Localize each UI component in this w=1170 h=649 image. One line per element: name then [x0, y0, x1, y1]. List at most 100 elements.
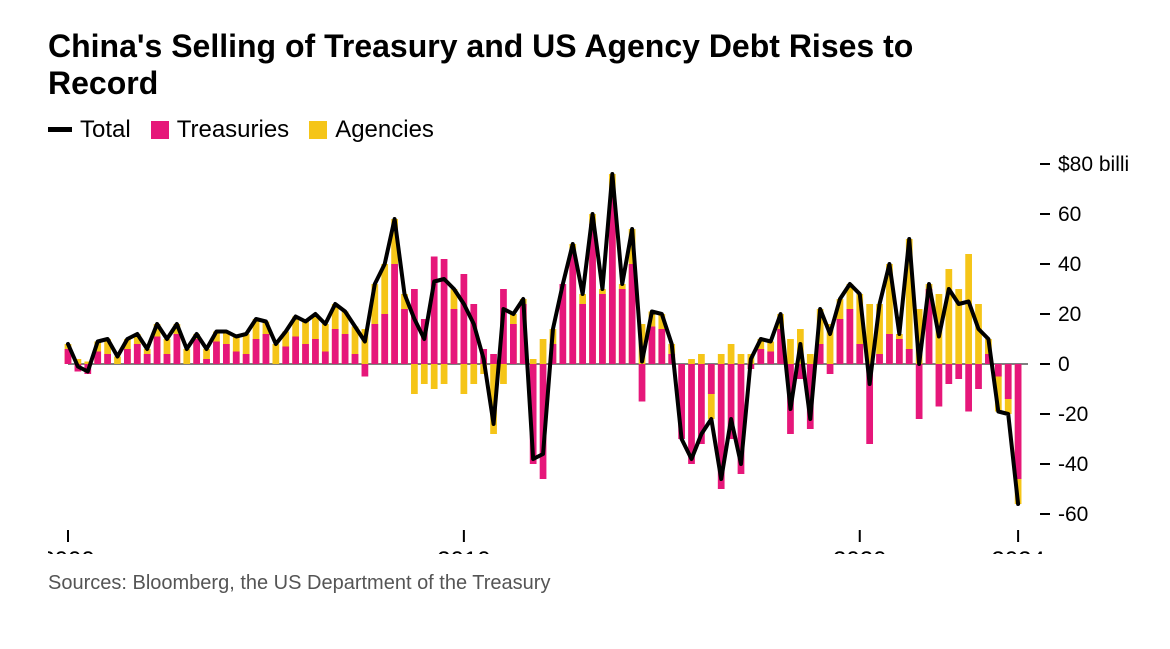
svg-text:60: 60: [1058, 203, 1081, 226]
legend-total-swatch: [48, 127, 72, 132]
svg-text:2000: 2000: [48, 547, 95, 554]
bar-treasuries: [302, 344, 309, 364]
bar-treasuries: [451, 309, 458, 364]
bar-agencies: [787, 339, 794, 364]
bar-agencies: [272, 344, 279, 364]
bar-treasuries: [896, 339, 903, 364]
bar-treasuries: [619, 289, 626, 364]
bar-treasuries: [579, 304, 586, 364]
bar-treasuries: [104, 354, 111, 364]
bar-agencies: [500, 364, 507, 384]
bar-treasuries: [124, 349, 131, 364]
svg-text:2024: 2024: [991, 547, 1044, 554]
bar-treasuries: [837, 319, 844, 364]
chart-legend: Total Treasuries Agencies: [48, 116, 1130, 144]
bar-treasuries: [243, 354, 250, 364]
bar-treasuries: [936, 364, 943, 407]
svg-text:40: 40: [1058, 253, 1081, 276]
svg-text:-20: -20: [1058, 403, 1088, 426]
bar-treasuries: [886, 334, 893, 364]
bar-treasuries: [916, 364, 923, 419]
bar-treasuries: [292, 336, 299, 364]
bar-treasuries: [856, 344, 863, 364]
bar-treasuries: [223, 344, 230, 364]
bar-agencies: [470, 364, 477, 384]
bar-agencies: [698, 354, 705, 364]
bar-treasuries: [658, 329, 665, 364]
bar-treasuries: [233, 351, 240, 364]
legend-agencies-label: Agencies: [335, 116, 434, 144]
bar-agencies: [540, 339, 547, 364]
bar-agencies: [441, 364, 448, 384]
svg-text:2020: 2020: [833, 547, 886, 554]
bar-treasuries: [906, 349, 913, 364]
bar-agencies: [807, 354, 814, 364]
svg-text:-40: -40: [1058, 453, 1088, 476]
chart-area: $80 billion 60 40 20 0 -20 -40 -60 2000 2010 2020 2…: [48, 154, 1130, 554]
bar-treasuries: [767, 351, 774, 364]
bar-agencies: [530, 359, 537, 364]
bar-treasuries: [876, 354, 883, 364]
bar-treasuries: [312, 339, 319, 364]
bar-treasuries: [1015, 364, 1022, 479]
bar-treasuries: [253, 339, 260, 364]
bar-treasuries: [846, 309, 853, 364]
bar-treasuries: [569, 254, 576, 364]
chart-svg: $80 billion 60 40 20 0 -20 -40 -60 2000 2010 2020 2…: [48, 154, 1128, 554]
bar-treasuries: [282, 346, 289, 364]
bar-agencies: [728, 344, 735, 364]
bar-treasuries: [757, 349, 764, 364]
bar-treasuries: [1005, 364, 1012, 399]
bar-treasuries: [203, 359, 210, 364]
bar-treasuries: [381, 314, 388, 364]
bar-treasuries: [213, 341, 220, 364]
svg-text:20: 20: [1058, 303, 1081, 326]
bar-treasuries: [352, 354, 359, 364]
bar-treasuries: [945, 364, 952, 384]
bar-treasuries: [342, 334, 349, 364]
legend-treasuries: Treasuries: [151, 116, 289, 144]
bar-treasuries: [391, 264, 398, 364]
bar-treasuries: [441, 259, 448, 364]
bar-treasuries: [174, 334, 181, 364]
svg-text:0: 0: [1058, 353, 1070, 376]
bar-treasuries: [371, 324, 378, 364]
bar-treasuries: [995, 364, 1002, 377]
bar-agencies: [431, 364, 438, 389]
legend-total: Total: [48, 116, 131, 144]
bar-treasuries: [461, 274, 468, 364]
svg-text:-60: -60: [1058, 503, 1088, 526]
legend-agencies-swatch: [309, 121, 327, 139]
bar-treasuries: [263, 334, 270, 364]
bar-treasuries: [322, 351, 329, 364]
bar-treasuries: [639, 364, 646, 402]
bar-treasuries: [144, 354, 151, 364]
bar-agencies: [738, 354, 745, 364]
bar-treasuries: [490, 354, 497, 364]
bar-treasuries: [401, 309, 408, 364]
bar-agencies: [718, 354, 725, 364]
bar-treasuries: [332, 329, 339, 364]
svg-text:$80 billion: $80 billion: [1058, 154, 1128, 176]
bar-treasuries: [362, 364, 369, 377]
chart-source: Sources: Bloomberg, the US Department of…: [48, 572, 1130, 595]
svg-text:2010: 2010: [437, 547, 490, 554]
legend-treasuries-label: Treasuries: [177, 116, 289, 144]
bar-treasuries: [134, 344, 141, 364]
bar-treasuries: [827, 364, 834, 374]
legend-total-label: Total: [80, 116, 131, 144]
bar-treasuries: [708, 364, 715, 394]
bar-treasuries: [431, 256, 438, 364]
chart-card: China's Selling of Treasury and US Agenc…: [0, 0, 1170, 649]
bar-treasuries: [510, 324, 517, 364]
bar-agencies: [411, 364, 418, 394]
bar-treasuries: [193, 339, 200, 364]
bar-agencies: [461, 364, 468, 394]
bar-treasuries: [599, 294, 606, 364]
bar-treasuries: [975, 364, 982, 389]
bar-agencies: [688, 359, 695, 364]
bar-treasuries: [164, 354, 171, 364]
bar-treasuries: [955, 364, 962, 379]
bar-agencies: [945, 269, 952, 364]
legend-agencies: Agencies: [309, 116, 434, 144]
